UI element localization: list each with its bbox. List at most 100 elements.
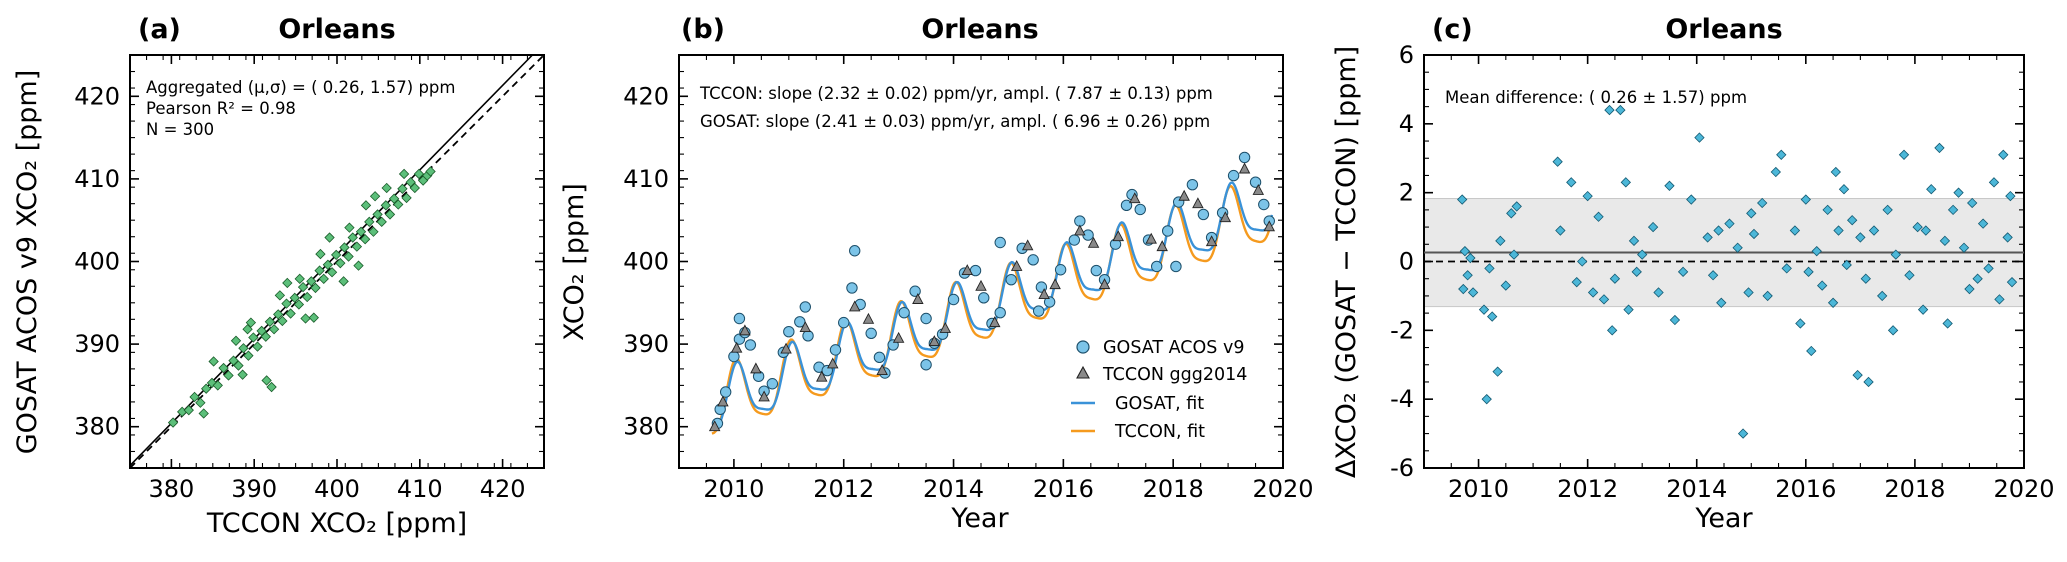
panel-b-ticks: 2010 2012 2014 2016 2018 2020 380 390 400 410 420 [623,54,1314,503]
gosat-point [994,236,1006,249]
scatter-point [285,308,296,319]
legend-tccon-label: TCCON ggg2014 [1102,365,1247,385]
panel-a-annotation-stats: Aggregated (μ,σ) = ( 0.26, 1.57) ppm [146,78,455,97]
panel-a-annotation-r2: Pearson R² = 0.98 [146,99,296,118]
difference-point [1604,104,1615,116]
scatter-point [338,276,349,287]
tccon-point [1178,189,1190,201]
scatter-point [413,168,425,180]
scatter-point [245,317,257,328]
scatter-point [369,191,381,202]
x-tick-label: 2012 [813,475,874,503]
difference-point [1713,225,1724,236]
difference-point [1669,314,1681,326]
difference-point [1737,428,1749,439]
tccon-point [1129,192,1141,204]
scatter-point [238,343,249,354]
gosat-point [728,350,740,363]
difference-point [1988,177,2000,188]
gosat-point [978,292,990,304]
panel-b-annotation-gosat: GOSAT: slope (2.41 ± 0.03) ppm/yr, ampl.… [700,112,1210,131]
scatter-point [405,177,416,188]
gosat-point [1134,203,1146,216]
gosat-point [920,359,932,371]
gosat-point [802,330,814,342]
tccon-point [1087,236,1100,248]
difference-point [1841,259,1852,271]
tccon-point [816,370,828,382]
scatter-point [273,309,284,320]
y-tick-label: 380 [74,413,120,441]
tccon-point [1074,224,1086,236]
scatter-point [218,362,229,374]
gosat-point [1068,234,1081,246]
difference-point [1795,318,1806,329]
scatter-point [351,241,363,252]
y-tick-label: 2 [1399,179,1414,207]
x-tick-label: 2012 [1557,475,1618,503]
x-tick-label: 400 [314,475,360,503]
difference-point [1732,242,1743,253]
scatter-point [398,168,410,180]
difference-point [1571,276,1582,288]
tccon-point [892,331,905,343]
gosat-point [766,378,779,390]
panel-b-label: (b) [681,14,725,45]
difference-point [1998,149,2009,160]
scatter-point [308,312,319,323]
tccon-point [708,420,721,432]
gosat-point [865,327,877,340]
y-tick-label: -4 [1390,385,1414,413]
legend-tccon-marker [1076,365,1090,379]
scatter-point [212,380,223,391]
gosat-point [898,307,910,319]
scatter-point [326,267,338,278]
difference-point [1623,304,1634,315]
gosat-point [994,307,1006,319]
difference-point [1555,225,1566,236]
scatter-point [277,315,288,327]
gosat-fit-line [711,181,1274,431]
scatter-point [384,209,396,220]
y-tick-label: 0 [1399,248,1414,276]
y-tick-label: 390 [74,330,120,358]
difference-point [1702,232,1713,243]
panel-a-ylabel: GOSAT ACOS v9 XCO₂ [ppm] [12,70,43,455]
gosat-point [846,282,858,294]
y-tick-label: -2 [1390,316,1414,344]
legend-tccon-fit-label: TCCON, fit [1114,422,1205,442]
tccon-point [780,342,792,354]
scatter-point [228,355,239,366]
x-tick-label: 420 [480,475,526,503]
scatter-point [409,182,420,194]
gosat-point [920,312,932,325]
panel-a-title: Orleans [278,14,395,45]
x-tick-label: 380 [148,475,194,503]
gosat-point [829,344,842,356]
difference-point [1822,204,1833,216]
difference-point [1860,273,1871,284]
gosat-point [1170,260,1182,273]
gosat-point [1161,225,1174,237]
difference-point [1939,235,1951,247]
y-tick-label: 400 [74,248,120,276]
gosat-point [1197,208,1210,221]
scatter-point [294,273,305,285]
gosat-point [1054,264,1067,276]
difference-point [1967,197,1978,209]
tccon-point [939,321,952,333]
gosat-point [1032,305,1045,317]
difference-point [1904,270,1915,281]
scatter-point [189,391,200,403]
gosat-point [799,301,811,313]
tccon-point [717,395,729,407]
difference-point [1467,287,1479,298]
panel-a: (a) Orleans 380 390 400 410 420 380 390 400 410 4… [12,14,545,539]
tccon-point [1021,239,1034,251]
difference-point [1817,280,1828,291]
tccon-point [1238,162,1251,174]
gosat-point [1090,264,1103,277]
tccon-point [928,335,941,347]
tccon-point [975,279,987,291]
gosat-point [1005,273,1017,286]
